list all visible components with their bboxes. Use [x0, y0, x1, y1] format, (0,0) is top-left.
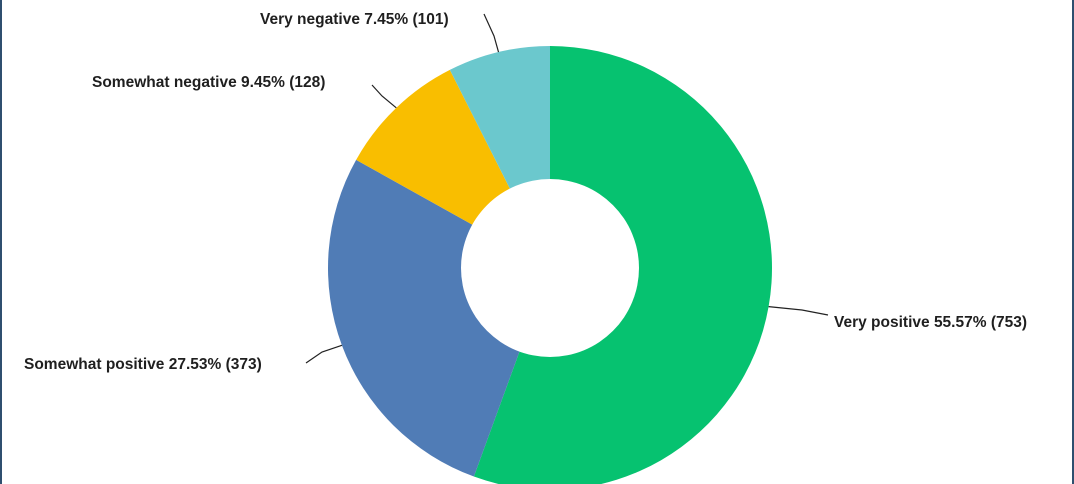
- slice-label-somewhat-negative: Somewhat negative 9.45% (128): [92, 74, 325, 91]
- leader-line-very-positive: [768, 306, 829, 316]
- leader-line-very-negative: [483, 13, 500, 53]
- slice-labels-group: Very positive 55.57% (753) Somewhat posi…: [24, 11, 1027, 373]
- slice-label-somewhat-positive: Somewhat positive 27.53% (373): [24, 356, 262, 373]
- leader-line-somewhat-negative: [371, 84, 397, 109]
- slice-label-very-negative: Very negative 7.45% (101): [260, 11, 449, 28]
- leader-line-somewhat-positive: [305, 344, 343, 364]
- slice-label-very-positive: Very positive 55.57% (753): [834, 314, 1027, 331]
- donut-hole: [461, 179, 639, 357]
- leader-lines-group: [305, 13, 829, 364]
